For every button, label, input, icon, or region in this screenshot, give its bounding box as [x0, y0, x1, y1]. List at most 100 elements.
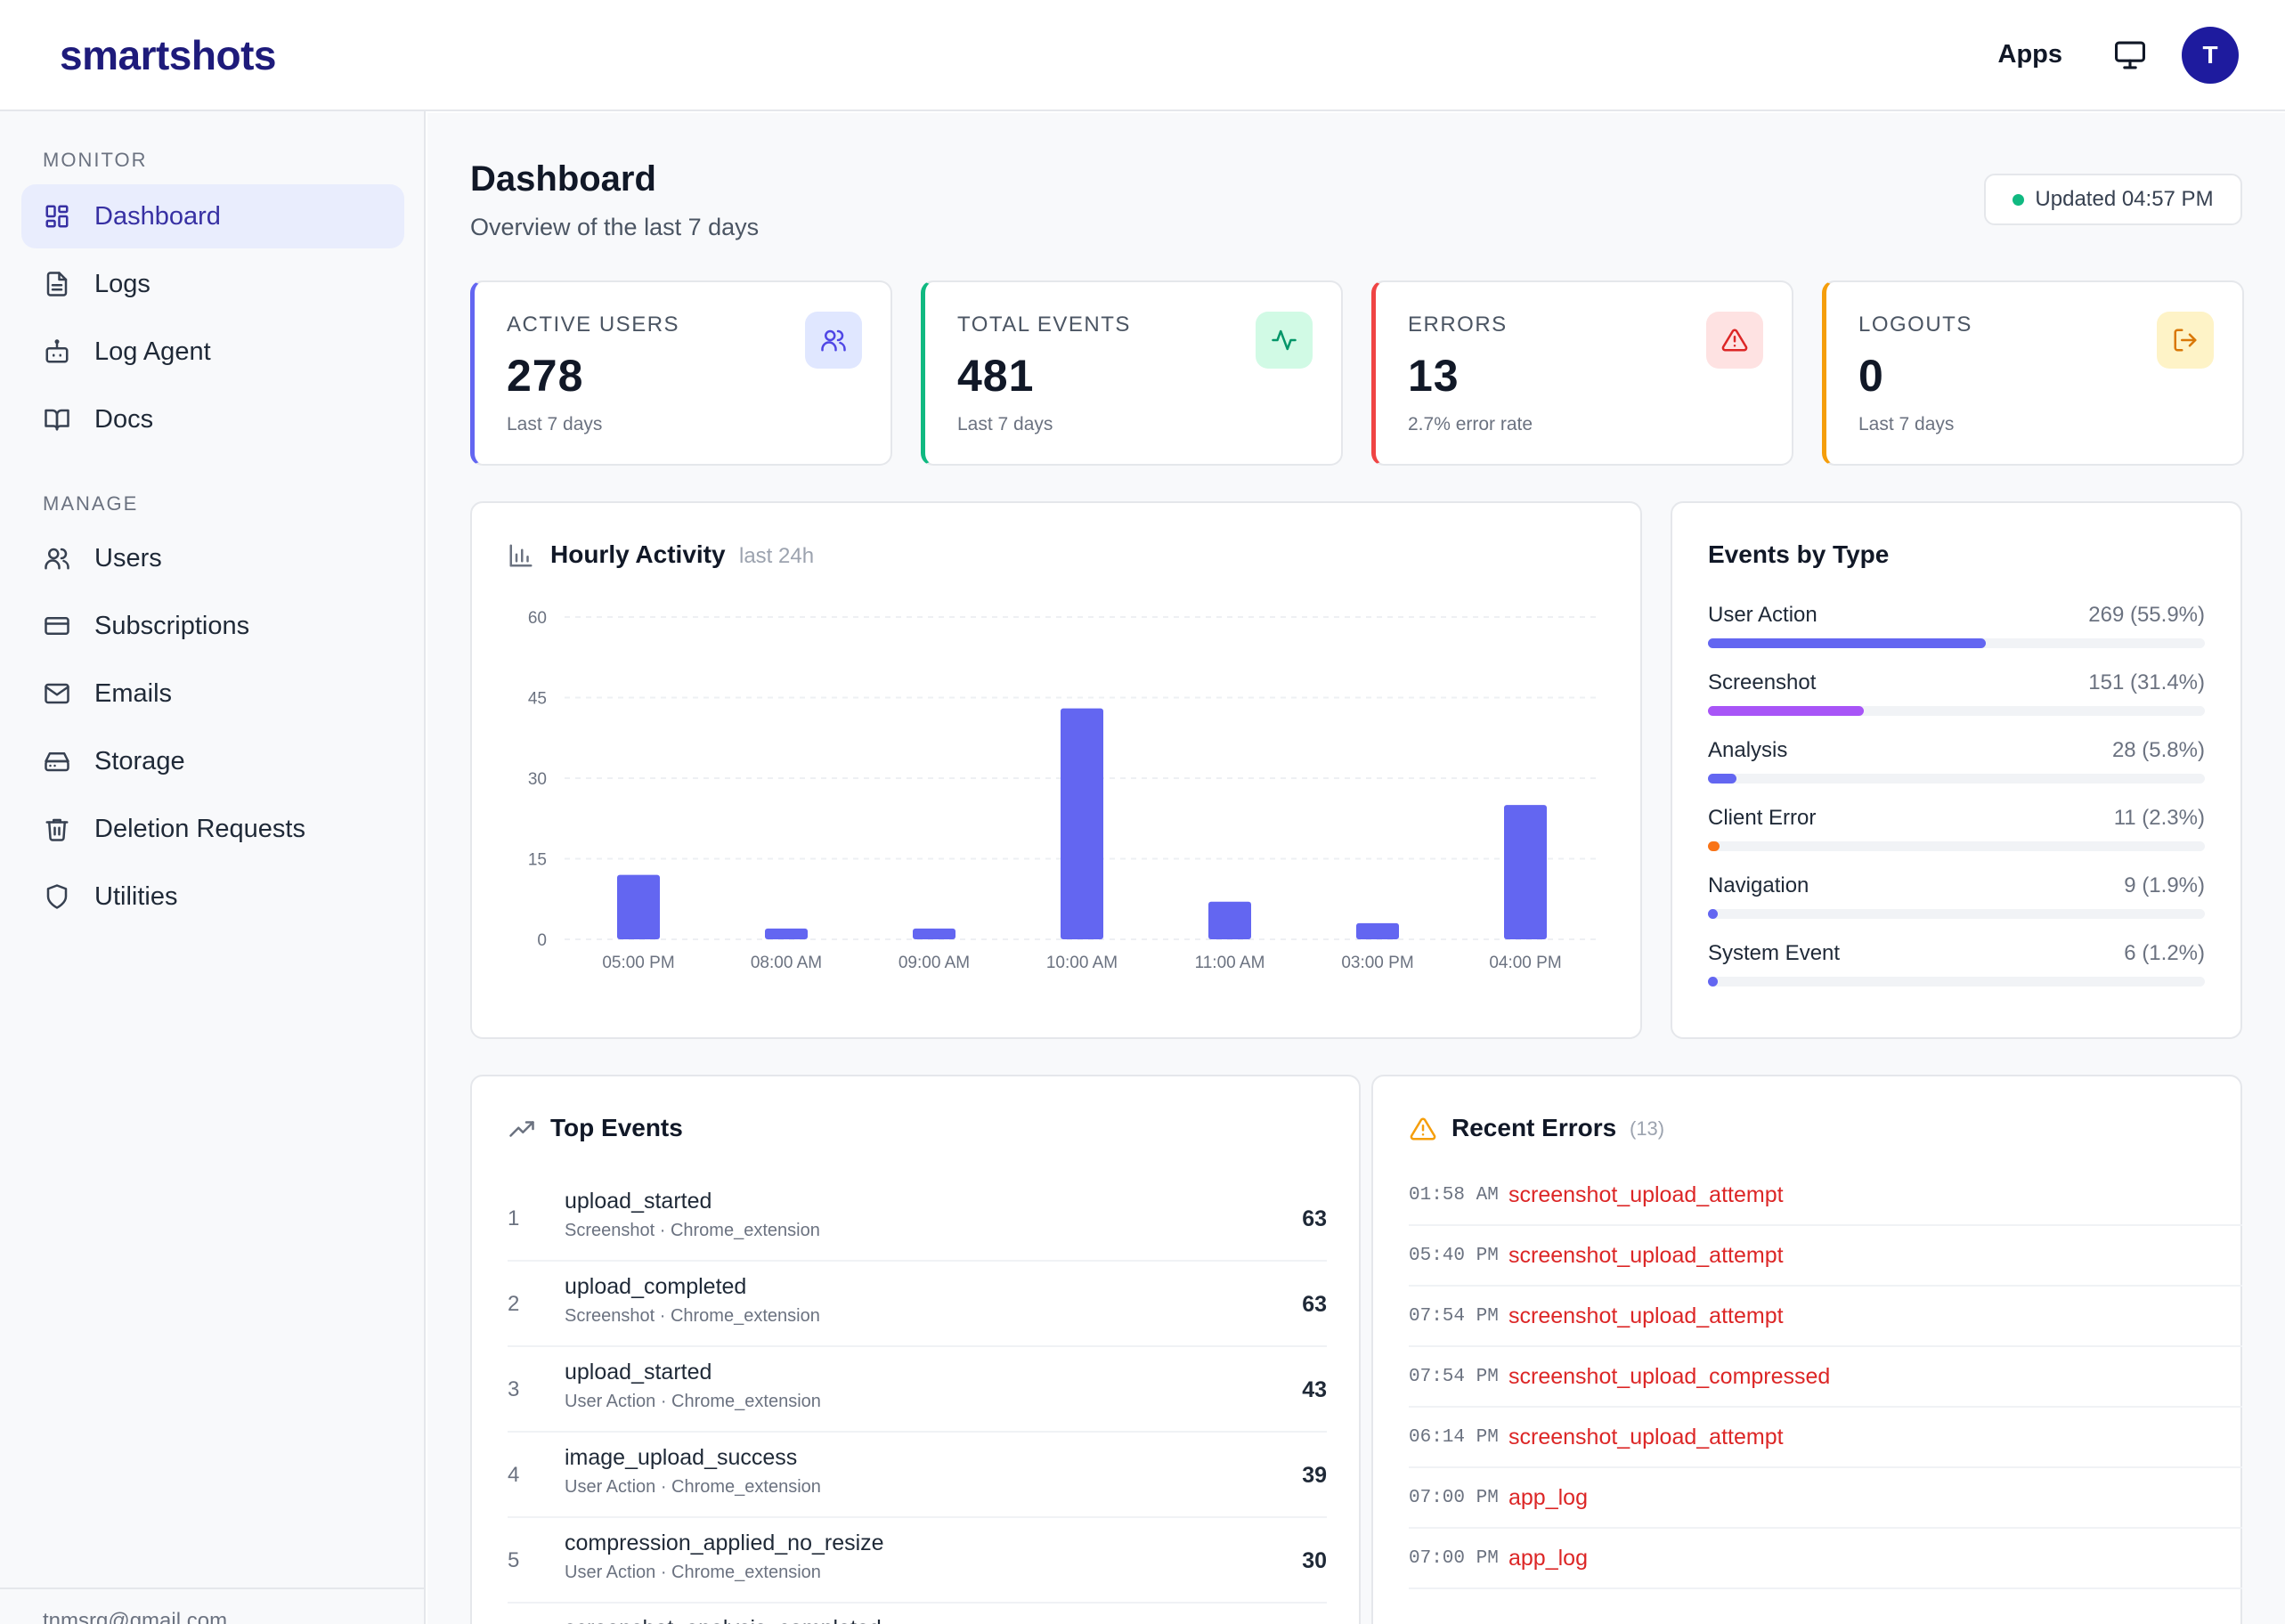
- stat-card-total-events: TOTAL EVENTS 481 Last 7 days: [921, 280, 1343, 466]
- trash-icon: [43, 815, 71, 843]
- recent-error-name: app_log: [1508, 1545, 1588, 1571]
- top-event-name: upload_started: [565, 1360, 712, 1384]
- book-open-icon: [43, 405, 71, 434]
- sidebar-item-deletion-requests[interactable]: Deletion Requests: [21, 797, 404, 861]
- top-event-meta: User Action · Chrome_extension: [565, 1392, 821, 1411]
- chart-bar[interactable]: [765, 928, 808, 939]
- sidebar-item-label: Utilities: [94, 881, 178, 911]
- sidebar-item-emails[interactable]: Emails: [21, 662, 404, 726]
- recent-error-time: 07:54 PM: [1409, 1366, 1499, 1387]
- event-type-bar-track: [1708, 706, 2205, 716]
- sidebar-item-label: Deletion Requests: [94, 814, 305, 843]
- top-event-count: 43: [1302, 1377, 1327, 1402]
- event-type-name: System Event: [1708, 941, 1841, 965]
- page-title: Dashboard: [470, 159, 656, 199]
- event-type-name: Navigation: [1708, 873, 1809, 897]
- brand-logo[interactable]: smartshots: [60, 31, 276, 78]
- sidebar-item-storage[interactable]: Storage: [21, 729, 404, 793]
- recent-error-row[interactable]: 07:00 PM app_log: [1409, 1529, 2242, 1589]
- y-tick-label: 60: [528, 609, 547, 628]
- recent-error-name: screenshot_upload_compressed: [1508, 1363, 1831, 1389]
- stat-note: Last 7 days: [1858, 414, 1955, 434]
- chart-bar[interactable]: [1208, 901, 1251, 939]
- page-subtitle: Overview of the last 7 days: [470, 214, 760, 240]
- stat-value: 0: [1858, 351, 1884, 401]
- event-type-name: Analysis: [1708, 738, 1788, 762]
- sidebar-item-utilities[interactable]: Utilities: [21, 865, 404, 929]
- recent-error-row[interactable]: 07:54 PM screenshot_upload_attempt: [1409, 1287, 2242, 1347]
- recent-error-row[interactable]: 05:40 PM screenshot_upload_attempt: [1409, 1226, 2242, 1287]
- chart-bar[interactable]: [1356, 922, 1399, 939]
- stat-label: LOGOUTS: [1858, 313, 1972, 337]
- sidebar-item-docs[interactable]: Docs: [21, 387, 404, 451]
- recent-error-row[interactable]: 01:58 AM screenshot_upload_attempt: [1409, 1165, 2242, 1226]
- sidebar-item-subscriptions[interactable]: Subscriptions: [21, 594, 404, 658]
- stat-card-logouts: LOGOUTS 0 Last 7 days: [1822, 280, 2244, 466]
- recent-error-row[interactable]: 07:54 PM screenshot_upload_compressed: [1409, 1347, 2242, 1408]
- shield-icon: [43, 882, 71, 911]
- chart-bar[interactable]: [617, 874, 660, 939]
- sidebar-item-log-agent[interactable]: Log Agent: [21, 320, 404, 384]
- event-type-row: Screenshot 151 (31.4%): [1708, 670, 2205, 733]
- sidebar-item-label: Emails: [94, 678, 173, 708]
- top-event-row[interactable]: 4 image_upload_success User Action · Chrom…: [508, 1433, 1327, 1518]
- top-event-count: 39: [1302, 1463, 1327, 1488]
- event-type-bar-fill: [1708, 841, 1720, 851]
- recent-error-name: screenshot_upload_attempt: [1508, 1181, 1784, 1207]
- events-by-type-title: Events by Type: [1708, 540, 1890, 568]
- top-event-name: compression_applied_no_resize: [565, 1531, 884, 1555]
- sidebar-item-label: Storage: [94, 746, 185, 775]
- top-event-row[interactable]: 6screenshot_analysis_completed: [508, 1604, 1327, 1624]
- users-icon: [43, 544, 71, 572]
- sidebar-item-label: Dashboard: [94, 201, 221, 231]
- stat-note: Last 7 days: [507, 414, 603, 434]
- mail-icon: [43, 679, 71, 708]
- sidebar-item-logs[interactable]: Logs: [21, 252, 404, 316]
- top-event-row[interactable]: 5 compression_applied_no_resize User Actio…: [508, 1518, 1327, 1604]
- recent-error-row[interactable]: 07:00 PM app_log: [1409, 1468, 2242, 1529]
- section-label-monitor: MONITOR: [43, 149, 148, 171]
- chart-bar[interactable]: [1061, 708, 1103, 939]
- credit-card-icon: [43, 612, 71, 640]
- recent-error-row[interactable]: 06:14 PM screenshot_upload_attempt: [1409, 1408, 2242, 1468]
- x-tick-label: 03:00 PM: [1341, 954, 1413, 972]
- chart-bar[interactable]: [913, 928, 955, 939]
- y-tick-label: 30: [528, 770, 547, 789]
- x-tick-label: 04:00 PM: [1489, 954, 1561, 972]
- updated-text: Updated 04:57 PM: [2035, 187, 2214, 211]
- hard-drive-icon: [43, 747, 71, 775]
- updated-badge: Updated 04:57 PM: [1984, 174, 2242, 225]
- top-event-row[interactable]: 3 upload_started User Action · Chrome_exte…: [508, 1347, 1327, 1433]
- header-actions: Apps T: [1997, 26, 2239, 84]
- apps-link[interactable]: Apps: [1997, 40, 2063, 69]
- x-tick-label: 05:00 PM: [602, 954, 674, 972]
- recent-error-time: 01:58 AM: [1409, 1184, 1499, 1206]
- stat-value: 278: [507, 351, 584, 401]
- recent-error-name: app_log: [1508, 1484, 1588, 1510]
- recent-error-time: 07:00 PM: [1409, 1547, 1499, 1569]
- top-event-row[interactable]: 1 upload_started Screenshot · Chrome_exten…: [508, 1176, 1327, 1262]
- chart-bar[interactable]: [1504, 805, 1547, 939]
- sidebar-item-label: Logs: [94, 269, 150, 298]
- events-by-type-panel: Events by Type User Action 269 (55.9%) Scr…: [1671, 501, 2242, 1039]
- y-tick-label: 15: [528, 851, 547, 870]
- top-event-meta: User Action · Chrome_extension: [565, 1477, 821, 1497]
- event-type-bar-track: [1708, 774, 2205, 784]
- hourly-activity-title: Hourly Activity: [550, 540, 726, 568]
- event-type-name: User Action: [1708, 603, 1817, 627]
- bar-chart-icon: [508, 542, 534, 573]
- event-type-bar-track: [1708, 909, 2205, 919]
- sidebar-item-users[interactable]: Users: [21, 526, 404, 590]
- top-event-row[interactable]: 2 upload_completed Screenshot · Chrome_ext…: [508, 1262, 1327, 1347]
- user-avatar[interactable]: T: [2182, 26, 2239, 84]
- recent-errors-panel: Recent Errors (13) 01:58 AM screenshot_up…: [1371, 1075, 2242, 1624]
- recent-error-time: 07:54 PM: [1409, 1305, 1499, 1327]
- recent-error-name: screenshot_upload_attempt: [1508, 1424, 1784, 1449]
- monitor-icon[interactable]: [2110, 36, 2150, 75]
- top-event-rank: 4: [508, 1463, 520, 1487]
- main-content: Dashboard Overview of the last 7 days Up…: [427, 113, 2285, 1624]
- alert-triangle-icon: [1706, 312, 1763, 369]
- sidebar: MONITOR Dashboard Logs Log: [0, 111, 426, 1624]
- stat-value: 481: [957, 351, 1035, 401]
- sidebar-item-dashboard[interactable]: Dashboard: [21, 184, 404, 248]
